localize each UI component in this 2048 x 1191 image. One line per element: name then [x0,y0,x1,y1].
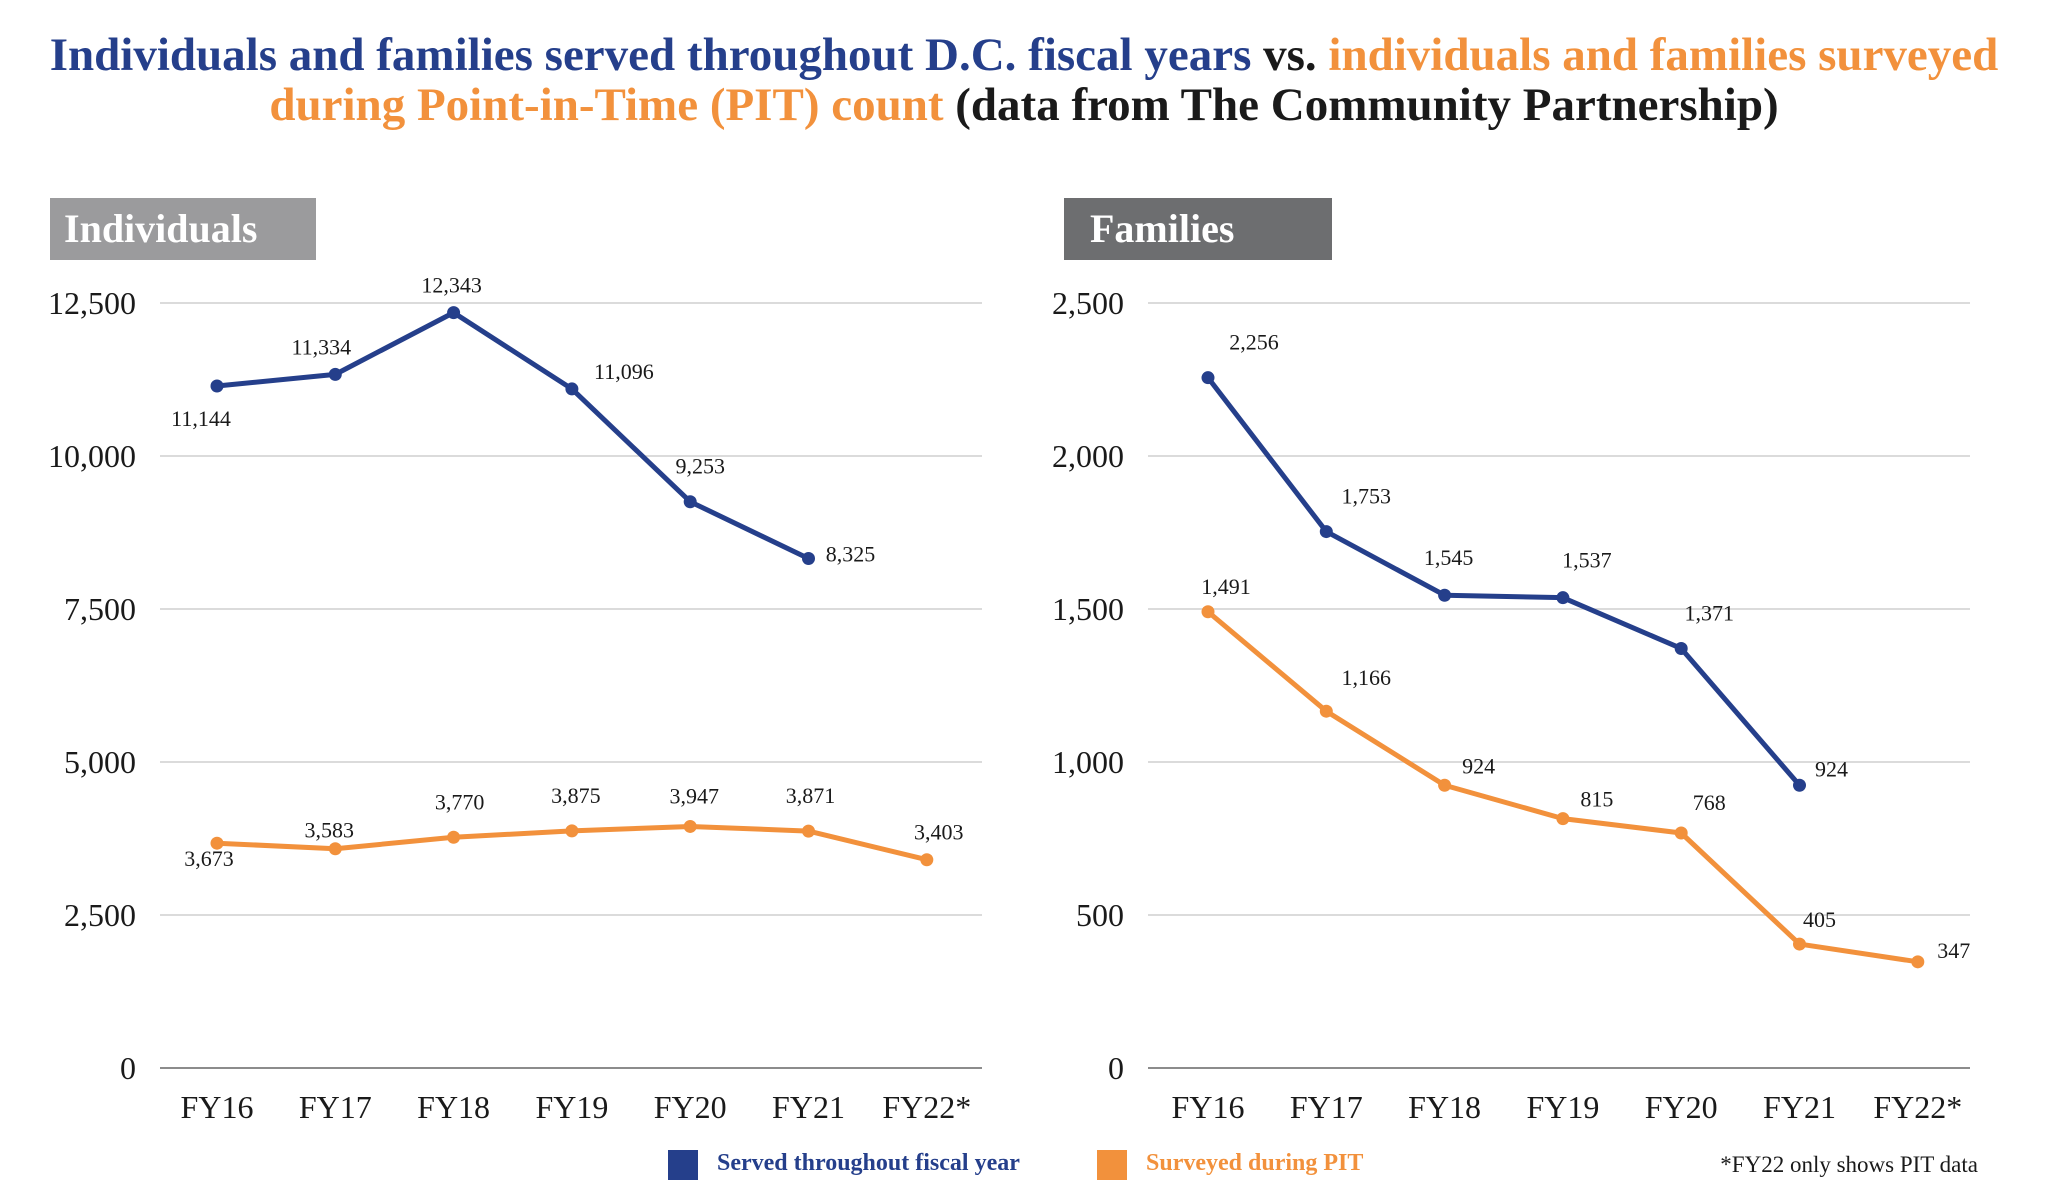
individuals-surveyed-point [210,836,224,850]
families-x-tick-label: FY16 [1172,1089,1245,1125]
families-surveyed-point [1674,826,1688,840]
individuals-served-point [447,306,461,320]
legend-surveyed-label: Surveyed during PIT [1146,1150,1364,1176]
families-surveyed-data-label: 347 [1937,938,1970,963]
families-surveyed-point [1319,704,1333,718]
families-served-data-label: 1,371 [1684,600,1734,625]
legend-surveyed-swatch [1097,1150,1127,1180]
individuals-surveyed-data-label: 3,947 [669,783,719,808]
families-served-point [1793,778,1806,792]
individuals-served-point [328,367,342,381]
title-served-part: Individuals and families served througho… [49,29,1252,81]
individuals-y-tick-label: 0 [120,1050,136,1086]
families-y-tick-label: 0 [1108,1050,1124,1086]
families-x-tick-label: FY20 [1645,1089,1718,1125]
legend-served-swatch [668,1150,698,1180]
individuals-served-point [210,379,224,393]
footnote: *FY22 only shows PIT data [1720,1152,1978,1177]
families-served-data-label: 2,256 [1229,330,1279,355]
families-served-point [1319,525,1333,539]
families-served-data-label: 1,545 [1424,545,1474,570]
title-vs-part: vs. [1251,29,1329,81]
individuals-surveyed-point [802,824,815,838]
individuals-served-point [683,495,697,509]
families-x-tick-label: FY19 [1526,1089,1599,1125]
individuals-y-tick-label: 2,500 [64,897,136,933]
families-surveyed-data-label: 1,166 [1342,665,1392,690]
individuals-served-data-label: 11,096 [594,359,654,384]
individuals-x-tick-label: FY16 [181,1089,254,1125]
individuals-x-tick-label: FY19 [535,1089,608,1125]
individuals-surveyed-data-label: 3,871 [786,783,836,808]
individuals-y-tick-label: 10,000 [48,438,136,474]
families-surveyed-data-label: 815 [1580,787,1613,812]
individuals-surveyed-data-label: 3,583 [305,818,355,843]
individuals-x-tick-label: FY20 [654,1089,727,1125]
families-surveyed-data-label: 768 [1693,790,1726,815]
individuals-surveyed-point [328,842,342,856]
families-panel-label: Families [1064,198,1332,260]
individuals-surveyed-data-label: 3,770 [435,789,485,814]
families-y-tick-label: 2,500 [1052,285,1124,321]
families-y-tick-label: 1,000 [1052,744,1124,780]
families-x-tick-label: FY17 [1290,1089,1363,1125]
families-surveyed-point [1556,812,1570,826]
individuals-served-data-label: 11,144 [171,406,231,431]
families-surveyed-point [1793,937,1806,951]
families-x-tick-label: FY18 [1408,1089,1481,1125]
families-served-data-label: 1,537 [1562,548,1612,573]
families-served-data-label: 1,753 [1342,484,1392,509]
families-served-line [1206,376,1802,787]
individuals-surveyed-data-label: 3,875 [551,783,601,808]
families-y-tick-label: 1,500 [1052,591,1124,627]
individuals-y-tick-label: 5,000 [64,744,136,780]
families-served-point [1201,371,1215,385]
families-surveyed-point [1201,605,1215,619]
title-source-part: (data from The Community Partnership) [943,79,1779,131]
individuals-served-data-label: 8,325 [826,542,876,567]
families-surveyed-data-label: 405 [1803,907,1836,932]
individuals-served-data-label: 12,343 [421,273,482,298]
individuals-x-tick-label: FY17 [299,1089,372,1125]
families-surveyed-point [1911,955,1925,969]
families-surveyed-data-label: 1,491 [1201,574,1251,599]
individuals-served-point [802,552,815,566]
families-x-tick-label: FY21 [1763,1089,1836,1125]
individuals-surveyed-data-label: 3,673 [184,846,234,871]
families-surveyed-data-label: 924 [1462,753,1495,778]
families-served-point [1556,591,1570,605]
individuals-y-tick-label: 12,500 [48,285,136,321]
families-y-tick-label: 2,000 [1052,438,1124,474]
individuals-x-tick-label: FY22* [882,1089,971,1125]
individuals-served-line [216,310,810,561]
individuals-panel-label: Individuals [50,198,316,260]
individuals-x-tick-label: FY21 [772,1089,845,1125]
individuals-served-point [565,382,579,396]
families-served-data-label: 924 [1815,756,1848,781]
families-surveyed-point [1438,778,1452,792]
individuals-surveyed-point [683,819,697,833]
families-y-tick-label: 500 [1076,897,1124,933]
families-x-tick-label: FY22* [1873,1089,1962,1125]
legend-served-label: Served throughout fiscal year [717,1150,1020,1176]
individuals-surveyed-point [565,824,579,838]
individuals-y-tick-label: 7,500 [64,591,136,627]
families-served-point [1674,641,1688,655]
individuals-served-data-label: 9,253 [675,454,725,479]
families-served-point [1438,588,1452,602]
individuals-surveyed-point [920,853,934,867]
title-surveyed-part: individuals and families surveyed during… [269,29,1999,131]
individuals-served-data-label: 11,334 [291,334,351,359]
individuals-x-tick-label: FY18 [417,1089,490,1125]
chart-title: Individuals and families served througho… [0,30,2048,130]
individuals-surveyed-point [447,830,461,844]
individuals-surveyed-data-label: 3,403 [914,820,964,845]
